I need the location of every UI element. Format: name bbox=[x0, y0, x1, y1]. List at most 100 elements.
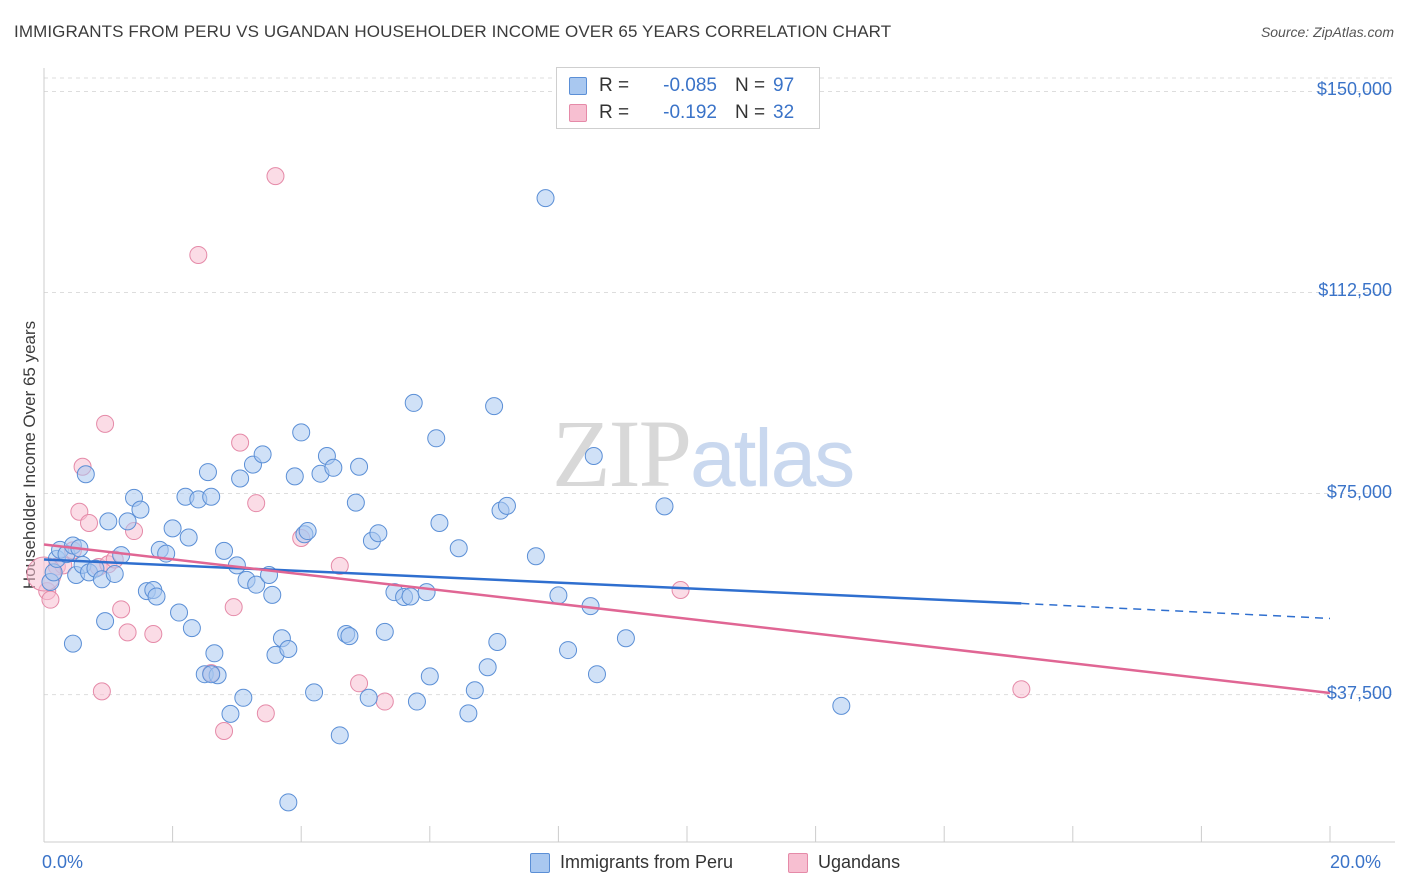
peru-point bbox=[417, 583, 436, 602]
peru-point bbox=[305, 683, 324, 702]
peru-point bbox=[369, 524, 388, 543]
peru-point bbox=[285, 467, 304, 486]
r-label: R = bbox=[599, 75, 630, 96]
y-tick-label-2: $112,500 bbox=[1318, 280, 1392, 301]
uganda-point bbox=[375, 692, 394, 711]
watermark-atlas: atlas bbox=[690, 413, 855, 504]
peru-legend-swatch bbox=[530, 852, 550, 873]
peru-point bbox=[485, 397, 504, 416]
peru-point bbox=[559, 641, 578, 660]
peru-point bbox=[163, 519, 182, 538]
chart-title: IMMIGRANTS FROM PERU VS UGANDAN HOUSEHOL… bbox=[14, 22, 892, 41]
peru-point bbox=[478, 658, 497, 677]
r-label: R = bbox=[599, 102, 630, 123]
peru-point bbox=[526, 547, 545, 566]
uganda-point bbox=[118, 623, 137, 642]
y-tick-label-1: $75,000 bbox=[1326, 481, 1392, 502]
peru-point bbox=[170, 603, 189, 622]
uganda-legend-label: Ugandans bbox=[818, 852, 901, 872]
uganda-point bbox=[144, 624, 163, 643]
peru-point bbox=[549, 586, 568, 605]
uganda-point bbox=[92, 682, 111, 701]
peru-point bbox=[131, 500, 150, 519]
peru-point bbox=[247, 575, 266, 594]
peru-point bbox=[430, 514, 449, 533]
peru-point bbox=[427, 429, 446, 448]
peru-point bbox=[292, 423, 311, 442]
peru-point bbox=[76, 465, 95, 484]
peru-trend-line bbox=[43, 558, 1022, 605]
peru-point bbox=[497, 496, 516, 515]
uganda-trend-line bbox=[43, 543, 1331, 695]
peru-point bbox=[330, 726, 349, 745]
peru-point bbox=[263, 585, 282, 604]
axes bbox=[43, 68, 1395, 843]
peru-point bbox=[420, 667, 439, 686]
uganda-point bbox=[41, 590, 60, 609]
peru-point bbox=[404, 393, 423, 412]
uganda-legend-swatch bbox=[788, 852, 808, 873]
uganda-point bbox=[96, 414, 115, 433]
uganda-point bbox=[256, 704, 275, 723]
peru-point bbox=[105, 564, 124, 583]
peru-point bbox=[279, 793, 298, 812]
uganda-point bbox=[1012, 680, 1031, 699]
peru-n-value: 97 bbox=[773, 75, 795, 96]
uganda-n-value: 32 bbox=[773, 102, 795, 123]
peru-point bbox=[324, 458, 343, 477]
uganda-point bbox=[350, 674, 369, 693]
peru-point bbox=[221, 704, 240, 723]
peru-point bbox=[401, 587, 420, 606]
uganda-point bbox=[215, 722, 234, 741]
peru-point bbox=[96, 612, 115, 631]
peru-point bbox=[587, 665, 606, 684]
n-label: N = bbox=[735, 102, 766, 123]
peru-point bbox=[99, 512, 118, 531]
uganda-point bbox=[112, 600, 131, 619]
peru-point bbox=[359, 688, 378, 707]
peru-point bbox=[179, 528, 198, 547]
peru-point bbox=[231, 469, 250, 488]
x-tick-end: 20.0% bbox=[1330, 852, 1382, 872]
peru-points bbox=[41, 189, 851, 812]
peru-swatch bbox=[569, 77, 587, 95]
source-label: Source: ZipAtlas.com bbox=[1260, 24, 1394, 40]
y-tick-label-3: $150,000 bbox=[1316, 79, 1392, 100]
uganda-point bbox=[247, 494, 266, 513]
uganda-r-value: -0.192 bbox=[663, 102, 717, 123]
peru-point bbox=[655, 497, 674, 516]
peru-point bbox=[279, 640, 298, 658]
peru-point bbox=[375, 622, 394, 641]
peru-point bbox=[346, 493, 365, 512]
peru-point bbox=[340, 627, 359, 646]
peru-point bbox=[205, 644, 224, 663]
peru-point bbox=[234, 688, 253, 707]
uganda-point bbox=[671, 581, 690, 600]
peru-point bbox=[298, 522, 317, 541]
peru-point bbox=[465, 681, 484, 700]
uganda-point bbox=[224, 598, 243, 617]
uganda-point bbox=[231, 433, 250, 452]
peru-point bbox=[147, 587, 166, 606]
uganda-point bbox=[266, 167, 285, 186]
uganda-point bbox=[330, 556, 349, 575]
y-tick-label-0: $37,500 bbox=[1326, 682, 1392, 703]
peru-point bbox=[198, 463, 217, 482]
peru-point bbox=[215, 541, 234, 560]
peru-point bbox=[253, 445, 272, 464]
correlation-legend: R = -0.085 N = 97 R = -0.192 N = 32 bbox=[556, 67, 820, 129]
grid-lines bbox=[44, 77, 1395, 696]
peru-point bbox=[407, 692, 426, 711]
peru-point bbox=[459, 704, 478, 723]
peru-point bbox=[536, 189, 555, 208]
watermark-zip: ZIP bbox=[552, 400, 692, 507]
peru-point bbox=[488, 633, 507, 652]
x-tick-start: 0.0% bbox=[42, 852, 84, 872]
peru-legend-label: Immigrants from Peru bbox=[560, 852, 734, 872]
peru-point bbox=[616, 629, 635, 648]
peru-point bbox=[449, 539, 468, 558]
legend-bottom-peru[interactable]: Immigrants from Peru bbox=[530, 852, 733, 873]
peru-point bbox=[182, 619, 201, 638]
watermark: ZIPatlas bbox=[552, 398, 855, 509]
legend-bottom-uganda[interactable]: Ugandans bbox=[788, 852, 900, 873]
